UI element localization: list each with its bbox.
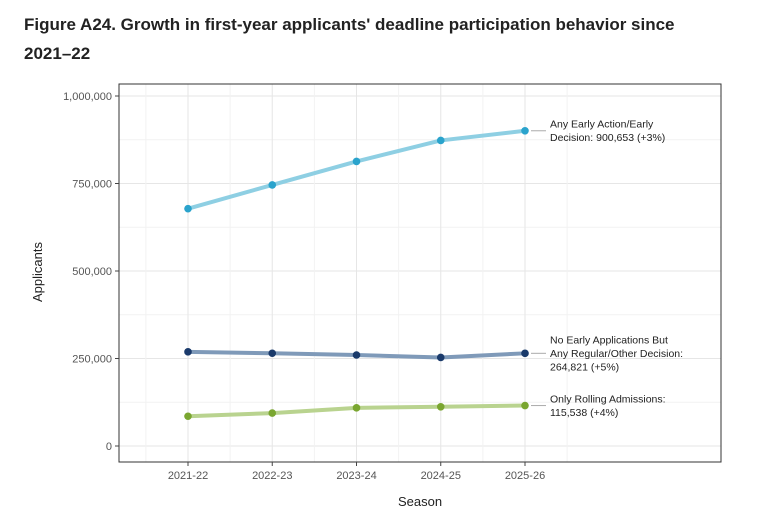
- x-tick-label: 2022-23: [252, 470, 292, 482]
- x-tick-label: 2021-22: [168, 470, 208, 482]
- y-axis-label: Applicants: [30, 242, 45, 302]
- data-point: [352, 351, 361, 359]
- data-point: [436, 403, 445, 411]
- x-axis-label: Season: [398, 494, 442, 509]
- figure-title: Figure A24. Growth in first-year applica…: [24, 15, 675, 63]
- data-point: [352, 404, 361, 412]
- series-end-label: No Early Applications But: [550, 334, 668, 346]
- series-end-label: Any Early Action/Early: [550, 119, 654, 131]
- y-tick-label: 1,000,000: [63, 91, 112, 103]
- data-point: [268, 409, 277, 417]
- y-tick-label: 250,000: [72, 354, 112, 366]
- data-point: [184, 204, 192, 213]
- series-end-label: Only Rolling Admissions:: [550, 393, 666, 405]
- x-tick-label: 2023-24: [336, 470, 376, 482]
- series-end-label: Decision: 900,653 (+3%): [550, 132, 665, 144]
- y-tick-label: 750,000: [72, 179, 112, 191]
- data-point: [352, 157, 361, 166]
- series-layer: [184, 126, 529, 421]
- data-point: [268, 181, 277, 189]
- series-end-label: 115,538 (+4%): [550, 407, 618, 419]
- x-tick-label: 2025-26: [505, 470, 545, 482]
- series-end-label: 264,821 (+5%): [550, 361, 619, 373]
- data-point: [436, 353, 445, 362]
- plot-border: [118, 83, 722, 463]
- tick-layer: 0 250,000 500,000 750,000 1,000,000 2021-22 20…: [63, 91, 545, 482]
- y-tick-label: 0: [106, 441, 112, 453]
- y-tick-label: 500,000: [72, 266, 112, 278]
- data-point: [268, 349, 277, 358]
- data-point: [521, 401, 529, 410]
- data-point: [521, 349, 529, 358]
- data-point: [184, 412, 192, 421]
- data-point: [436, 136, 445, 145]
- grid-layer: [119, 84, 721, 462]
- x-tick-label: 2024-25: [421, 470, 461, 482]
- series-end-label: Any Regular/Other Decision:: [550, 348, 683, 360]
- data-point: [184, 348, 192, 356]
- data-point: [521, 126, 529, 135]
